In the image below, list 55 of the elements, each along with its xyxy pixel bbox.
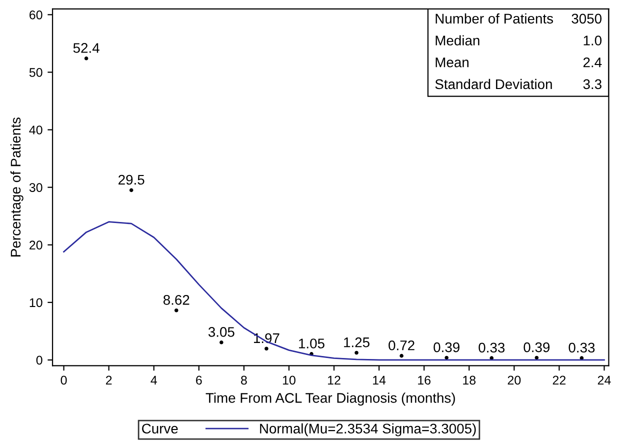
x-tick-label: 2 [106, 376, 112, 384]
annotation: Mean [436, 58, 468, 68]
point [400, 354, 404, 358]
data-label: 1.25 [344, 337, 370, 348]
annotation: 2.4 [583, 57, 602, 68]
y-tick-label: 30 [29, 183, 42, 192]
point [444, 356, 448, 360]
x-axis-title: Time From ACL Tear Diagnosis (months) [206, 392, 455, 406]
point [490, 356, 494, 360]
data-label: 0.72 [388, 340, 414, 350]
x-tick-label: 4 [150, 376, 157, 384]
annotation: 1.0 [584, 36, 602, 46]
data-label: 52.4 [73, 43, 100, 53]
data-label: 1.05 [299, 338, 324, 348]
x-tick-label: 10 [282, 376, 296, 385]
data-label: 3.05 [208, 327, 234, 337]
x-tick-label: 0 [60, 376, 67, 385]
x-tick-label: 12 [328, 376, 340, 384]
x-tick-label: 14 [373, 376, 386, 384]
point [580, 356, 584, 360]
data-label: 0.39 [434, 342, 460, 352]
x-tick-label: 16 [418, 376, 430, 385]
point [220, 340, 224, 344]
x-tick-label: 24 [598, 376, 611, 384]
annotation: Median [436, 35, 480, 46]
point [534, 356, 539, 360]
x-tick-label: 8 [241, 376, 247, 385]
point [174, 308, 178, 312]
point [264, 346, 268, 351]
y-tick-label: 40 [29, 126, 42, 134]
y-tick-label: 50 [29, 68, 42, 77]
y-tick-label: 10 [30, 298, 42, 308]
y-tick-label: 60 [30, 10, 42, 20]
x-tick-label: 18 [463, 376, 476, 385]
point [84, 56, 88, 60]
annotation: 3.3 [583, 79, 602, 90]
annotation: 3050 [572, 14, 602, 24]
x-tick-label: 20 [508, 376, 521, 385]
data-label: 0.33 [568, 342, 595, 353]
data-label: 29.5 [118, 174, 144, 185]
x-tick-label: 22 [552, 376, 566, 384]
y-tick-label: 0 [36, 356, 42, 365]
y-tick-label: 20 [30, 240, 42, 250]
annotation: Number of Patients [436, 13, 554, 24]
point [354, 350, 358, 355]
point [129, 188, 134, 192]
legend-label: Normal(Mu=2.3534 Sigma=3.3005) [260, 423, 476, 436]
line-series [63, 221, 605, 361]
annotation: Standard Deviation [435, 78, 552, 90]
data-label: 0.39 [524, 342, 550, 352]
y-axis-title: Percentage of Patients [10, 118, 24, 256]
data-label: 8.62 [163, 295, 190, 305]
legend-title: Curve [142, 424, 178, 434]
data-label: 0.33 [478, 342, 505, 353]
x-tick-label: 6 [196, 376, 202, 385]
